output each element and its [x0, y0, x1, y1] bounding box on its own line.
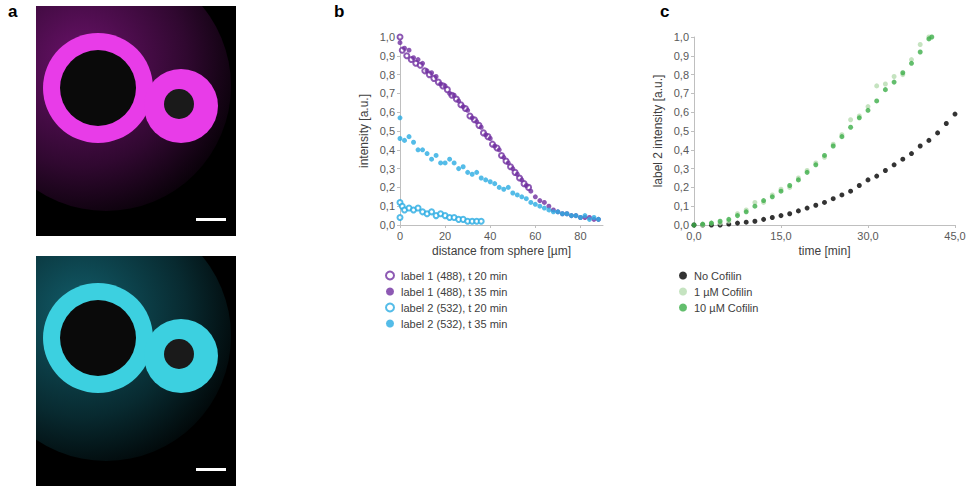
svg-text:15,0: 15,0	[770, 230, 791, 242]
svg-text:label 2 (532), t 20 min: label 2 (532), t 20 min	[401, 302, 507, 314]
html-text:b: b	[334, 2, 345, 21]
svg-text:0,2: 0,2	[674, 181, 689, 193]
svg-text:distance from sphere [µm]: distance from sphere [µm]	[432, 244, 571, 258]
svg-text:0,6: 0,6	[674, 106, 689, 118]
svg-text:label 1 (488), t 35 min: label 1 (488), t 35 min	[401, 286, 507, 298]
svg-text:0,8: 0,8	[380, 69, 395, 81]
svg-text:0,2: 0,2	[380, 181, 395, 193]
svg-text:0,5: 0,5	[674, 125, 689, 137]
svg-text:0,4: 0,4	[380, 144, 395, 156]
svg-text:0,0: 0,0	[380, 219, 395, 231]
svg-text:0,7: 0,7	[674, 87, 689, 99]
svg-text:45,0: 45,0	[944, 230, 965, 242]
svg-text:No Cofilin: No Cofilin	[694, 270, 742, 282]
svg-text:label 1 (488), t 20 min: label 1 (488), t 20 min	[401, 270, 507, 282]
svg-text:1,0: 1,0	[380, 31, 395, 43]
svg-text:label 2 intensity [a.u.]: label 2 intensity [a.u.]	[651, 75, 665, 188]
svg-text:1 µM Cofilin: 1 µM Cofilin	[694, 286, 752, 298]
svg-text:0,9: 0,9	[380, 50, 395, 62]
svg-text:0,1: 0,1	[674, 200, 689, 212]
svg-text:0,5: 0,5	[380, 125, 395, 137]
svg-text:intensity [a.u.]: intensity [a.u.]	[357, 94, 371, 168]
html-text:c: c	[660, 2, 670, 21]
svg-text:0,4: 0,4	[674, 144, 689, 156]
svg-text:0,9: 0,9	[674, 50, 689, 62]
svg-text:0,6: 0,6	[380, 106, 395, 118]
svg-text:10 µM Cofilin: 10 µM Cofilin	[694, 302, 758, 314]
svg-text:80: 80	[574, 230, 586, 242]
svg-text:60: 60	[529, 230, 541, 242]
svg-text:0,7: 0,7	[380, 87, 395, 99]
svg-text:30,0: 30,0	[857, 230, 878, 242]
svg-text:40: 40	[484, 230, 496, 242]
svg-text:0,3: 0,3	[674, 163, 689, 175]
svg-text:1,0: 1,0	[674, 31, 689, 43]
svg-text:0,0: 0,0	[673, 219, 689, 231]
html-text:a: a	[8, 2, 18, 21]
svg-text:0,0: 0,0	[686, 230, 701, 242]
svg-text:0,1: 0,1	[380, 200, 395, 212]
svg-text:0,8: 0,8	[674, 69, 689, 81]
svg-text:20: 20	[439, 230, 451, 242]
svg-text:time [min]: time [min]	[798, 244, 850, 258]
svg-text:label 2 (532), t 35 min: label 2 (532), t 35 min	[401, 318, 507, 330]
svg-text:0: 0	[397, 230, 403, 242]
svg-text:0,3: 0,3	[380, 163, 395, 175]
